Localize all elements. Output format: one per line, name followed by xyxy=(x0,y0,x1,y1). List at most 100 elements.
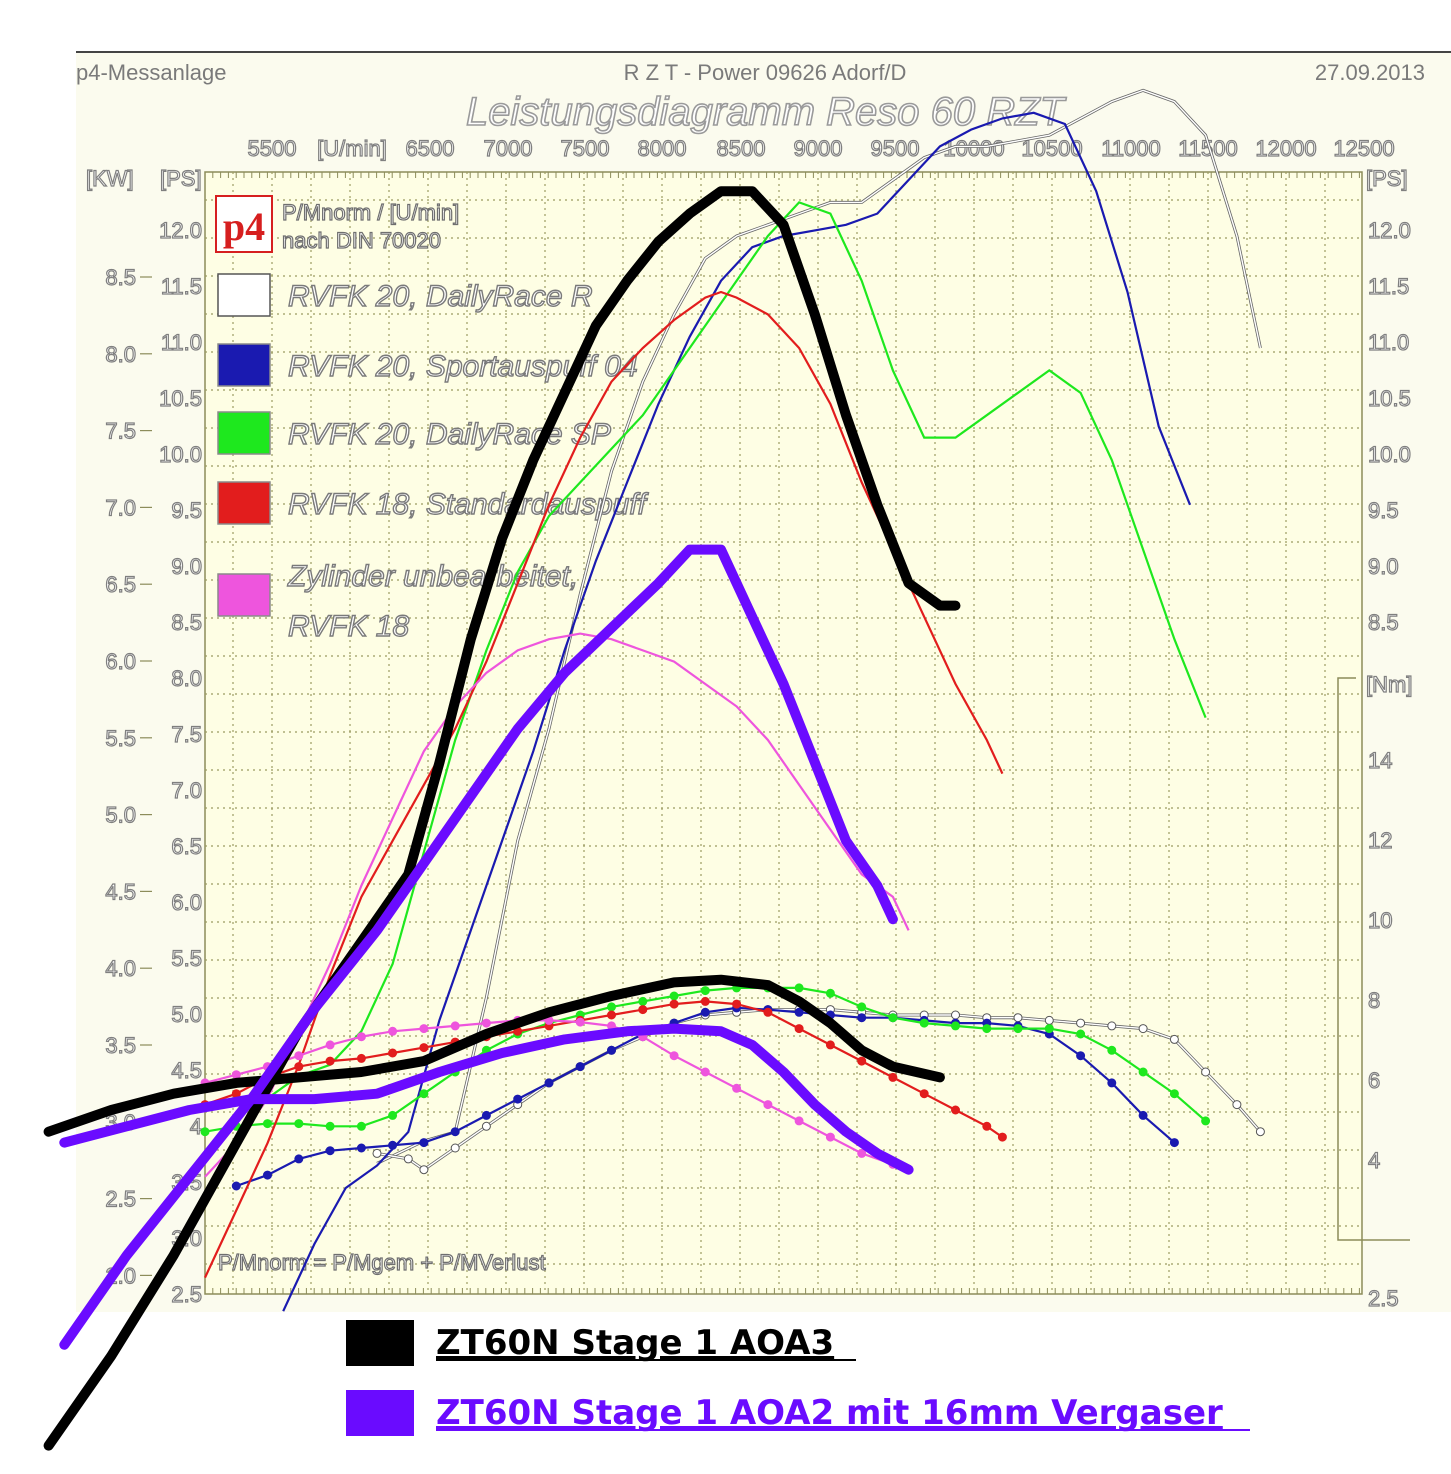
series-torque-point xyxy=(888,1013,898,1023)
series-torque-point xyxy=(450,1143,460,1153)
kw-tick-label: 2.5 xyxy=(105,1187,136,1212)
series-torque-point xyxy=(794,983,804,993)
series-torque-point xyxy=(669,991,679,1001)
overlay-torque-line xyxy=(59,1023,914,1175)
series-torque-point xyxy=(1076,1029,1086,1039)
series-torque-point xyxy=(1138,1110,1148,1120)
right-ps-tick-label: 8.5 xyxy=(1368,610,1399,635)
ps-tick-label: 2.5 xyxy=(171,1282,202,1307)
ps-tick-label: 12.0 xyxy=(159,218,202,243)
series-torque-point xyxy=(356,1143,366,1153)
ps-tick-label: 9.0 xyxy=(171,554,202,579)
left-kw-ticks: 8.58.07.57.06.56.05.55.04.54.03.53.02.52… xyxy=(105,264,152,1289)
legend-header-line1: P/Mnorm / [U/min] xyxy=(282,200,459,225)
series-torque-point xyxy=(294,1119,304,1129)
series-torque-point xyxy=(1013,1024,1023,1034)
x-tick-label: 8500 xyxy=(717,136,766,161)
ps-tick-label: 11.0 xyxy=(161,330,202,355)
series-torque-point xyxy=(1107,1021,1117,1031)
right-nm-ticks: 14 12 10 8 6 4 xyxy=(1367,747,1393,1173)
series-torque-point xyxy=(951,1105,960,1115)
kw-tick-label: 5.5 xyxy=(105,726,136,751)
ps-tick-label: 10.0 xyxy=(159,442,202,467)
right-ps-tick-label: 2.5 xyxy=(1368,1286,1399,1311)
series-torque-point xyxy=(419,1138,429,1148)
nm-tick-label: 6 xyxy=(1368,1068,1380,1093)
overlay-legend-swatch xyxy=(346,1320,414,1366)
series-torque-point xyxy=(325,1040,335,1050)
series-torque-point xyxy=(857,1148,867,1158)
series-torque-point xyxy=(997,1132,1007,1142)
ps-tick-label: 10.5 xyxy=(159,386,202,411)
series-torque-point xyxy=(825,988,835,998)
kw-tick-label: 6.0 xyxy=(105,649,136,674)
series-torque-point xyxy=(825,1040,835,1050)
ps-tick-label: 4.5 xyxy=(171,1058,202,1083)
p4-logo: p4 xyxy=(215,195,273,253)
series-torque-point xyxy=(1169,1089,1179,1099)
right-ps-tick-label: 10.5 xyxy=(1368,386,1411,411)
x-tick-label: 9000 xyxy=(794,136,843,161)
series-torque-point xyxy=(294,1051,304,1061)
right-ps-ticks: 12.0 11.5 11.0 10.5 10.0 9.5 9.0 8.5 2.5 xyxy=(1367,217,1411,1311)
header-center: R Z T - Power 09626 Adorf/D xyxy=(624,60,907,85)
kw-tick-label: 4.5 xyxy=(105,879,136,904)
series-torque-point xyxy=(403,1154,413,1164)
right-nm-unit: [Nm] xyxy=(1366,672,1412,697)
series-torque-point xyxy=(263,1119,272,1129)
series-torque-point xyxy=(951,1021,960,1031)
ps-tick-label: 5.5 xyxy=(171,946,202,971)
kw-tick-label: 7.5 xyxy=(105,419,136,444)
series-torque-point xyxy=(638,996,648,1006)
x-tick-label: 11000 xyxy=(1101,136,1161,161)
nm-tick-label: 10 xyxy=(1368,908,1392,933)
series-torque-point xyxy=(669,999,679,1009)
right-ps-tick-label: 11.5 xyxy=(1368,274,1409,299)
kw-tick-label: 8.5 xyxy=(105,265,136,290)
grid xyxy=(204,172,1362,1294)
ps-tick-label: 5.0 xyxy=(171,1002,202,1027)
logo-text: p4 xyxy=(223,204,265,249)
series-torque-point xyxy=(388,1140,398,1150)
series-torque-point xyxy=(669,1051,679,1061)
series-power-line xyxy=(204,632,910,1178)
series-torque-point xyxy=(450,1021,460,1031)
series-torque-point xyxy=(419,1024,429,1034)
overlay-series-layer xyxy=(43,186,961,1451)
series-torque-point xyxy=(982,1024,992,1034)
series-torque-point xyxy=(1201,1116,1211,1126)
series-torque-point xyxy=(1201,1067,1211,1077)
legend-label: RVFK 20, DailyRace SP xyxy=(288,418,611,451)
series-torque-point xyxy=(575,1062,585,1072)
ps-tick-label: 8.0 xyxy=(171,666,202,691)
legend-label: RVFK 20, DailyRace R xyxy=(288,280,593,313)
series-torque-point xyxy=(263,1170,272,1180)
series-torque-point xyxy=(372,1148,382,1158)
x-tick-labels: 5500 6500 7000 7500 8000 8500 9000 9500 10000 105… xyxy=(247,135,1395,161)
x-tick-label: 8000 xyxy=(638,136,687,161)
series-torque-point xyxy=(1076,1018,1086,1028)
legend-swatch xyxy=(217,573,271,617)
series-torque-point xyxy=(200,1127,210,1137)
series-torque-point xyxy=(1076,1051,1086,1061)
right-ps-tick-label: 11.0 xyxy=(1368,330,1409,355)
series-torque-point xyxy=(794,1007,804,1017)
series-torque-point xyxy=(1255,1127,1265,1137)
series-torque-point xyxy=(356,1121,366,1131)
series-torque-point xyxy=(1107,1078,1117,1088)
kw-tick-label: 3.5 xyxy=(105,1033,136,1058)
kw-tick-label: 5.0 xyxy=(105,803,136,828)
series-torque-point xyxy=(951,1010,960,1020)
ps-tick-label: 6.5 xyxy=(171,834,202,859)
series-torque-point xyxy=(763,1100,773,1110)
x-tick-label: 6500 xyxy=(406,136,455,161)
series-torque-point xyxy=(982,1121,992,1131)
chart-title: Leistungsdiagramm Reso 60 RZT xyxy=(466,90,1067,134)
ps-tick-label: 11.5 xyxy=(161,274,202,299)
series-torque-point xyxy=(857,1002,867,1012)
right-ps-tick-label: 9.5 xyxy=(1368,498,1399,523)
series-torque-point xyxy=(294,1062,304,1072)
series-torque-point xyxy=(388,1048,398,1058)
series-torque-point xyxy=(325,1121,335,1131)
series-torque-point xyxy=(450,1127,460,1137)
